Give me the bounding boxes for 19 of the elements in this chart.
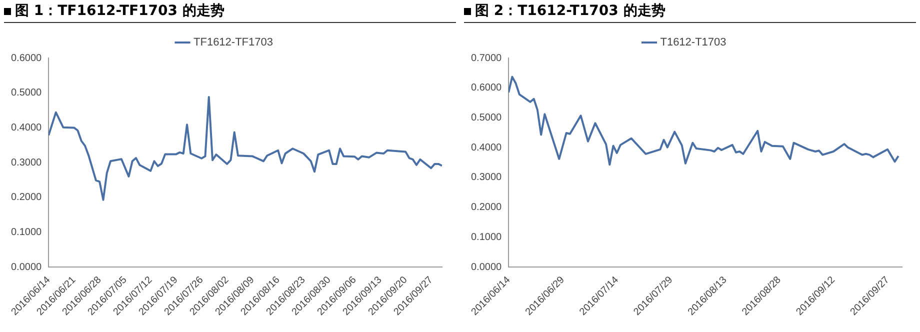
y-tick-label: 0.6000 (470, 82, 502, 94)
y-tick-label: 0.7000 (470, 52, 502, 64)
y-tick-label: 0.5000 (470, 112, 502, 124)
y-tick-label: 0.1000 (10, 227, 42, 238)
y-tick-label: 0.5000 (10, 88, 42, 99)
legend-label: T1612-T1703 (660, 36, 726, 49)
chart-title: 图 2：T1612-T1703 的走势 (475, 2, 666, 20)
y-tick-label: 0.4000 (470, 142, 502, 154)
y-tick-label: 0.0000 (10, 262, 42, 273)
y-tick-label: 0.0000 (470, 262, 502, 273)
y-tick-label: 0.4000 (10, 122, 42, 134)
legend-label: TF1612-TF1703 (194, 36, 273, 49)
y-tick-label: 0.3000 (470, 172, 502, 184)
y-tick-label: 0.2000 (470, 202, 502, 214)
y-tick-label: 0.3000 (10, 157, 42, 168)
y-tick-label: 0.6000 (10, 52, 42, 64)
y-tick-label: 0.1000 (470, 232, 502, 243)
chart-title: 图 1：TF1612-TF1703 的走势 (15, 2, 224, 20)
y-tick-label: 0.2000 (10, 192, 42, 204)
